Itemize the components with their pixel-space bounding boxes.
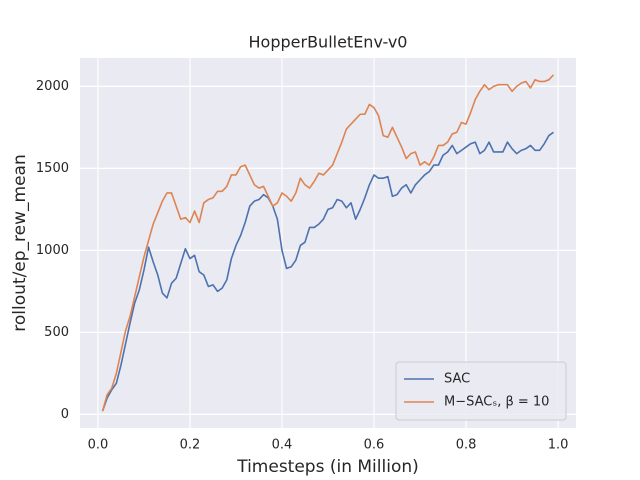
lines xyxy=(101,74,555,412)
y-tick-label: 1000 xyxy=(36,243,69,258)
y-tick-label: 1500 xyxy=(36,161,69,176)
y-tick-label: 0 xyxy=(61,407,69,422)
x-tick-label: 0.4 xyxy=(272,438,293,453)
series-line xyxy=(101,131,554,412)
x-tick-label: 1.0 xyxy=(548,438,569,453)
x-tick-label: 0.2 xyxy=(180,438,201,453)
y-axis-label: rollout/ep_rew_mean xyxy=(10,154,30,331)
legend-label: SAC xyxy=(444,372,470,387)
y-tick-label: 2000 xyxy=(36,79,69,94)
tick-labels: 0.0 0.2 0.4 0.6 0.8 1.0 0 500 1000 1500 2000 xyxy=(36,79,568,453)
y-tick-label: 500 xyxy=(44,325,69,340)
legend-box xyxy=(395,361,567,421)
legend-label: M−SACₛ, β = 10 xyxy=(444,395,549,410)
x-axis-label: Timesteps (in Million) xyxy=(236,457,419,477)
series-line xyxy=(101,74,555,412)
legend: SAC M−SACₛ, β = 10 xyxy=(395,361,567,421)
x-tick-label: 0.6 xyxy=(364,438,385,453)
x-tick-label: 0.8 xyxy=(456,438,477,453)
x-tick-label: 0.0 xyxy=(88,438,109,453)
chart-title: HopperBulletEnv-v0 xyxy=(249,33,408,52)
